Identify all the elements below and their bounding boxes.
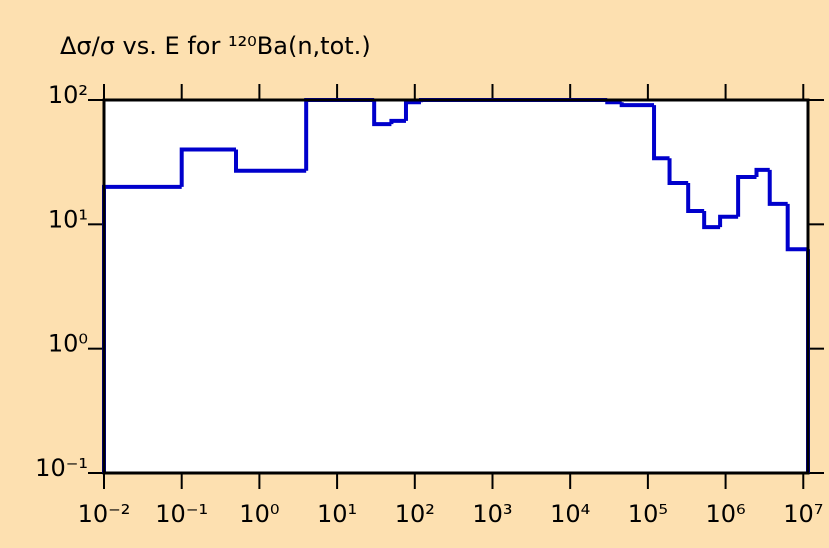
histogram-bar [702,211,721,230]
y-tick-label: 10¹ [48,205,88,233]
histogram-bar [736,175,757,217]
histogram-bar [686,183,705,214]
histogram-bar [179,147,237,187]
x-tick-label: 10⁴ [550,500,590,528]
histogram-bar [767,169,788,206]
x-tick-label: 10³ [472,500,512,528]
histogram-bar [667,158,689,185]
x-tick-label: 10⁶ [705,500,745,528]
histogram-bar [785,203,808,252]
histogram-bar [389,118,406,125]
x-tick-label: 10⁰ [239,500,279,528]
histogram-bar [718,214,739,228]
x-tick-label: 10⁻² [78,500,131,528]
histogram-bar [234,149,307,173]
chart-title: Δσ/σ vs. E for ¹²⁰Ba(n,tot.) [60,32,371,60]
histogram-bar [372,100,392,127]
y-tick-label: 10² [48,81,88,109]
x-tick-label: 10⁵ [628,500,668,528]
y-tick-label: 10⁰ [48,330,88,358]
histogram-bar [403,100,421,121]
x-tick-label: 10² [395,500,435,528]
histogram-bar [754,167,770,178]
x-tick-label: 10⁷ [783,500,823,528]
histogram-bar [652,105,670,161]
x-tick-label: 10¹ [317,500,357,528]
plot-frame [102,98,810,475]
histogram-bar [619,102,655,108]
y-tick-label: 10⁻¹ [35,454,88,482]
plot-area [104,100,808,473]
x-tick-label: 10⁻¹ [155,500,208,528]
